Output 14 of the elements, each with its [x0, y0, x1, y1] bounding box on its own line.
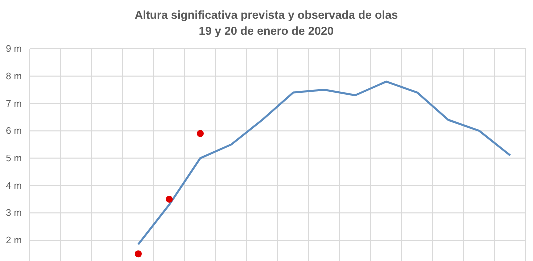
y-tick-label: 6 m [6, 126, 22, 138]
y-tick-label: 2 m [6, 236, 22, 247]
point [135, 250, 142, 258]
y-tick-label: 5 m [6, 153, 22, 164]
chart-title: Altura significativa prevista y observada de olas [134, 10, 398, 22]
y-tick-label: 8 m [6, 71, 22, 82]
point [166, 196, 173, 203]
y-tick-label: 4 m [6, 180, 22, 192]
y-tick-label: 7 m [6, 98, 22, 110]
line-series [138, 80, 512, 246]
point [197, 130, 204, 138]
chart-subtitle: 19 y 20 de enero de 2020 [199, 26, 334, 38]
y-tick-label: 9 m [6, 44, 22, 56]
y-tick-label: 3 m [6, 208, 22, 220]
